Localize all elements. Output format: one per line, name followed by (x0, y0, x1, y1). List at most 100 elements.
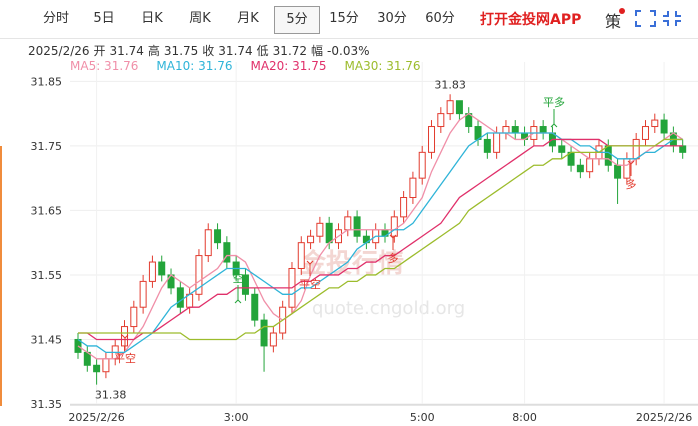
candle-body (195, 255, 203, 295)
candle-body (102, 358, 110, 373)
tab[interactable]: 日K (141, 11, 163, 26)
legend-entry: MA10: 31.76 (156, 59, 233, 73)
candle-body (576, 164, 584, 173)
tab[interactable]: 周K (189, 11, 211, 26)
info-item: 31.74 (218, 44, 253, 58)
x-tick-label: 5:00 (410, 411, 435, 424)
candle-body (325, 222, 333, 244)
candle-body (614, 164, 622, 179)
legend-entry: MA20: 31.75 (250, 59, 327, 73)
candle-body (214, 229, 222, 244)
ma-line (78, 138, 683, 341)
candle-body (483, 138, 491, 153)
x-tick-label: 2025/2/26 (636, 411, 692, 424)
candle-body (511, 126, 519, 134)
candle-body (651, 119, 659, 128)
info-item: 高 (147, 44, 160, 58)
y-tick-label: 31.35 (31, 398, 63, 411)
candle-body (241, 274, 249, 295)
tab[interactable]: 30分 (377, 11, 407, 26)
tab[interactable]: 60分 (425, 11, 455, 26)
info-item: 2025/2/26 (28, 44, 90, 58)
tab[interactable]: 5日 (93, 11, 115, 26)
low-label: 31.38 (95, 389, 127, 402)
ma-line (78, 138, 683, 341)
y-tick-label: 31.85 (31, 75, 63, 88)
candle-body (204, 229, 212, 257)
candle-body (139, 280, 147, 308)
x-tick-label: 8:00 (512, 411, 537, 424)
candle-body (502, 126, 510, 134)
signal-label: 空 (233, 271, 244, 285)
signal-label: 平多 (543, 95, 565, 109)
signal-arrowhead (121, 334, 129, 339)
candle-body (297, 242, 305, 269)
candle-body (418, 151, 426, 179)
watermark: quote.cngold.org (312, 298, 465, 319)
high-label: 31.83 (434, 78, 466, 91)
y-tick-label: 31.45 (31, 333, 63, 346)
ma-line (77, 112, 684, 360)
candle-body (679, 145, 687, 153)
y-tick-label: 31.75 (31, 140, 63, 153)
candle-body (148, 261, 156, 282)
signal-label: 平空 (114, 351, 136, 365)
candle-body (260, 319, 268, 347)
info-item: 低 (256, 44, 269, 58)
candle-body (251, 293, 259, 321)
info-item: 31.75 (163, 44, 199, 58)
candle-body (437, 113, 445, 128)
fullscreen-icon (635, 10, 656, 27)
candle-body (660, 119, 668, 134)
candle-body (446, 100, 454, 115)
info-item: 31.72 (272, 44, 308, 58)
candle-body (130, 306, 138, 328)
fullscreen-icons[interactable] (632, 0, 692, 38)
candle-body (93, 364, 101, 373)
app-link[interactable]: 打开金投网APP (480, 12, 582, 28)
info-item: 31.74 (109, 44, 144, 58)
info-item: 幅 (311, 44, 324, 58)
signal-label: 多 (626, 177, 637, 191)
signal-arrowhead (306, 260, 314, 265)
tab[interactable]: 15分 (329, 11, 359, 26)
tab[interactable]: 5分 (274, 6, 320, 34)
toolbar: 打开金投网APP 策 分时 5日 日K 周K 月K 5分 15分 30分 60分 (0, 0, 698, 39)
candle-body (400, 197, 408, 218)
candle-body (223, 242, 231, 263)
tab[interactable]: 月K (237, 11, 259, 26)
candle-body (390, 216, 398, 237)
ma-line (77, 132, 683, 354)
y-tick-label: 31.65 (31, 204, 63, 217)
candle-body (632, 138, 640, 160)
exit-icon (663, 11, 681, 26)
candle-body (586, 158, 594, 173)
legend-entry: MA30: 31.76 (344, 59, 421, 73)
info-item: -0.03% (327, 44, 370, 58)
legend-entry: MA5: 31.76 (70, 59, 139, 73)
candle-body (269, 332, 277, 347)
candle-body (344, 216, 352, 231)
candle-body (353, 216, 361, 237)
candle-body (558, 145, 566, 153)
x-tick-label: 2025/2/26 (68, 411, 124, 424)
candle-body (307, 235, 315, 244)
x-tick-label: 3:00 (224, 411, 249, 424)
signal-arrowhead (234, 299, 242, 304)
info-item: 收 (202, 44, 215, 58)
y-tick-label: 31.55 (31, 269, 63, 282)
info-line: 2025/2/26 开 31.74 高 31.75 收 31.74 低 31.72 幅 -0.03% (28, 42, 374, 59)
candle-body (158, 261, 166, 276)
strategy-button[interactable]: 策 (605, 12, 622, 31)
tab[interactable]: 分时 (42, 11, 69, 26)
edge-bar (0, 146, 2, 406)
legend: MA5: 31.76 MA10: 31.76 MA20: 31.75 MA30: 31… (70, 59, 439, 73)
candle-body (604, 145, 612, 166)
signal-arrowhead (389, 234, 397, 239)
signal-label: 平空 (299, 277, 321, 291)
candle-body (409, 177, 417, 199)
candle-body (493, 132, 501, 153)
info-item: 开 (93, 44, 106, 58)
